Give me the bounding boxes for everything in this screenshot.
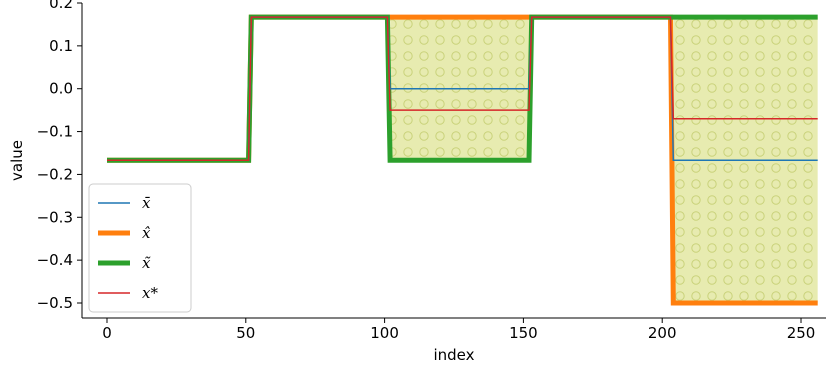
axes	[81, 3, 826, 319]
legend-label-2: x̂	[142, 224, 151, 242]
y-axis-label: value	[8, 140, 26, 181]
x-tick-label: 100	[370, 324, 399, 342]
legend: x̄ x̂ x̃ x*	[88, 183, 192, 313]
legend-label-3: x̃	[142, 254, 151, 272]
legend-label-1: x̄	[142, 194, 151, 212]
x-axis-label: index	[433, 346, 474, 364]
legend-box	[88, 183, 192, 313]
x-tick-label: 50	[236, 324, 255, 342]
x-tick-label: 150	[509, 324, 538, 342]
y-tick-label: 0.1	[49, 37, 73, 55]
y-tick-label: −0.4	[37, 251, 73, 269]
legend-label-4: x*	[142, 284, 158, 302]
x-tick-label: 200	[648, 324, 677, 342]
series-lines	[107, 14, 818, 306]
series-line-4	[107, 16, 818, 162]
y-tick-label: 0.2	[49, 0, 73, 12]
x-tick-label: 0	[102, 324, 112, 342]
x-tick-label: 250	[787, 324, 816, 342]
y-tick-label: −0.2	[37, 165, 73, 183]
y-tick-label: −0.1	[37, 123, 73, 141]
y-tick-label: −0.3	[37, 208, 73, 226]
y-tick-label: 0.0	[49, 80, 73, 98]
y-tick-label: −0.5	[37, 294, 73, 312]
ticks: 0 50 100 150 200 250 −0.5 −0.4 −0.3 −0.2 −0.1 0.0 0.…	[37, 0, 816, 342]
